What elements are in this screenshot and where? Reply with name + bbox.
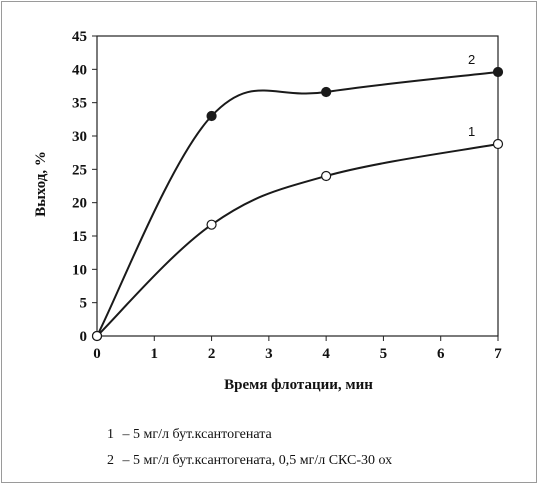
legend-item-1: 1 – 5 мг/л бут.ксантогената [107,427,527,443]
legend-text: – 5 мг/л бут.ксантогената [122,427,272,442]
data-point [91,330,103,342]
legend-item-2: 2 – 5 мг/л бут.ксантогената, 0,5 мг/л СК… [107,453,527,469]
series-line [96,71,499,337]
y-tick-label: 30 [72,129,87,145]
x-tick-label: 2 [208,346,216,362]
y-tick-label: 5 [80,296,88,312]
x-tick-label: 6 [437,346,445,362]
series-1: 1 [91,124,504,342]
axes [96,35,499,337]
y-axis-title: Выход, % [33,151,49,217]
data-point [321,170,332,182]
y-tick-label: 15 [72,229,87,245]
data-point [206,110,217,122]
y-tick-label: 25 [72,162,87,178]
series-label: 1 [468,124,475,139]
x-tick-label: 1 [151,346,159,362]
y-tick-label: 45 [72,29,87,45]
series-2: 2 [91,52,504,342]
x-tick-label: 7 [494,346,502,362]
y-tick-label: 0 [80,329,88,345]
series-layer: 12 [91,52,504,342]
y-tick-label: 20 [72,196,87,212]
data-point [206,219,217,230]
series-line [96,143,499,337]
x-tick-label: 3 [265,346,273,362]
data-point [492,66,504,78]
data-point [321,86,332,98]
x-tick-label: 5 [380,346,388,362]
legend-number: 1 [107,427,114,442]
legend-number: 2 [107,453,114,468]
x-tick-label: 4 [322,346,330,362]
legend-text: – 5 мг/л бут.ксантогената, 0,5 мг/л СКС-… [122,453,393,468]
series-label: 2 [468,52,475,67]
plot-border [96,35,499,337]
data-point [492,138,504,150]
x-axis-title: Время флотации, мин [224,377,373,393]
x-tick-label: 0 [93,346,101,362]
y-tick-label: 35 [72,96,87,112]
y-tick-label: 10 [72,262,87,278]
y-tick-label: 40 [72,62,87,78]
